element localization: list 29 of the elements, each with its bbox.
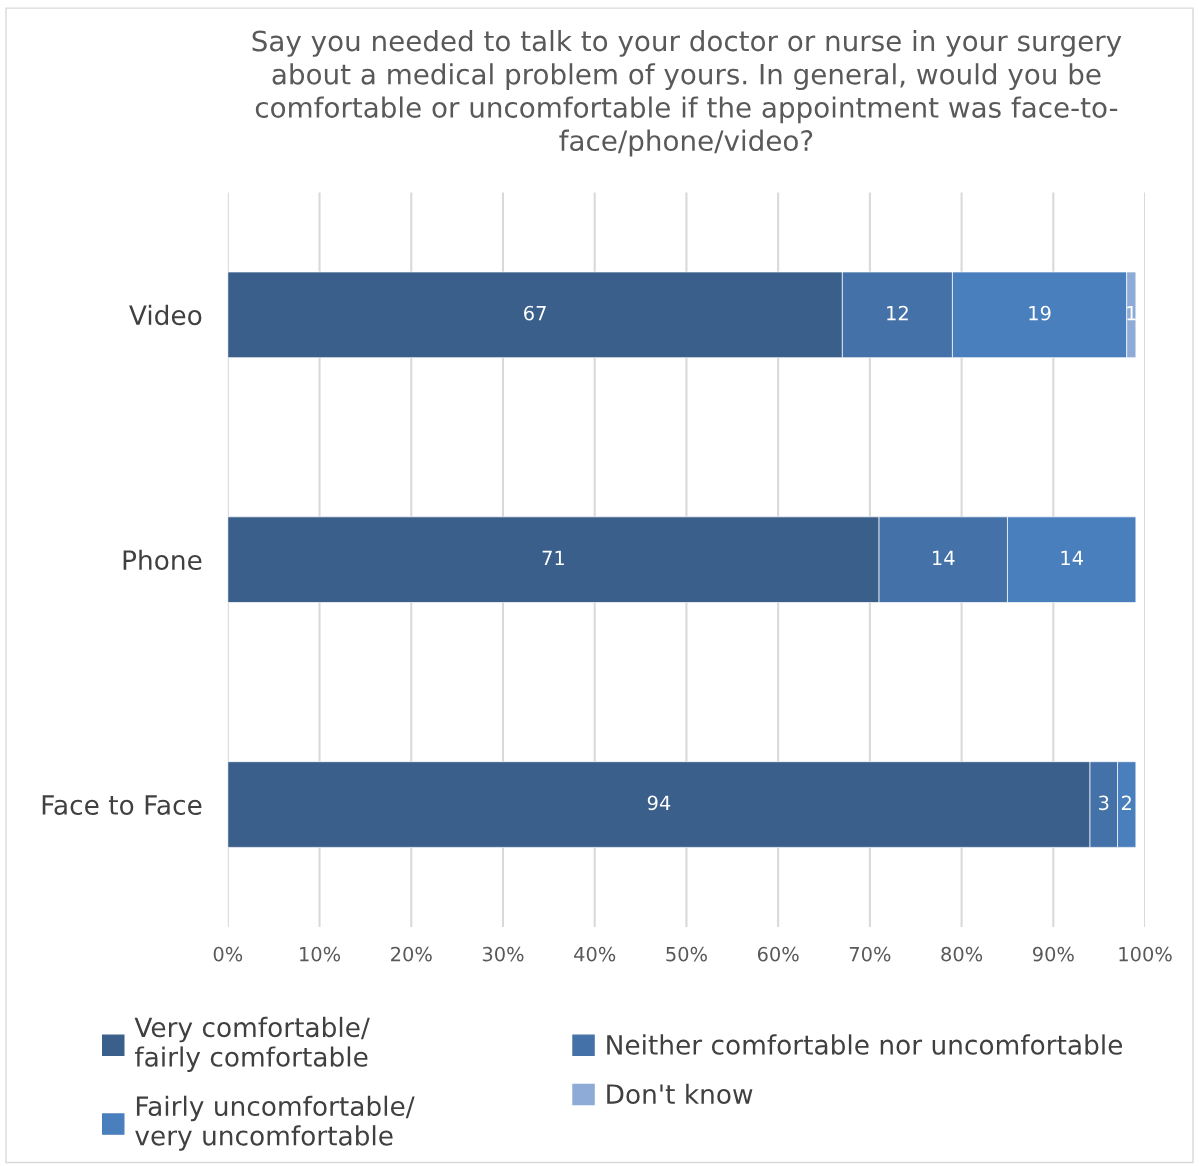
- y-tick-label: Face to Face: [42, 795, 202, 815]
- x-tick-label: 80%: [941, 946, 983, 962]
- data-label: 3: [1099, 795, 1109, 811]
- x-tick-label: 0%: [213, 946, 243, 962]
- x-tick-label: 100%: [1119, 946, 1172, 962]
- y-tick-label: Video: [129, 304, 202, 326]
- data-label: 12: [887, 305, 908, 321]
- data-label: 1: [1127, 306, 1136, 321]
- data-label: 71: [542, 550, 564, 566]
- data-label: 14: [1061, 550, 1083, 566]
- chart-title: Say you needed to talk to your doctor or nurse in your surgery about a medical problem of yours. In general, would you be comfortable or uncomfortable if the appointment was face-to- face/phone/video?: [252, 29, 1122, 157]
- legend-label: Very comfortable/ fairly comfortable: [134, 1016, 370, 1072]
- x-tick-label: 70%: [849, 946, 891, 962]
- x-tick-label: 40%: [574, 946, 616, 962]
- x-tick-label: 90%: [1032, 946, 1074, 962]
- x-tick-label: 30%: [482, 946, 524, 962]
- data-label: 14: [933, 550, 955, 566]
- data-label: 19: [1029, 305, 1051, 321]
- y-tick-label: Phone: [123, 549, 202, 571]
- data-label: 94: [647, 795, 671, 811]
- legend-label: Don't know: [607, 1083, 753, 1105]
- legend-label: Fairly uncomfortable/ very uncomfortable: [135, 1095, 415, 1151]
- x-tick-label: 10%: [300, 946, 341, 962]
- x-tick-label: 20%: [391, 946, 432, 962]
- x-tick-label: 50%: [666, 946, 707, 962]
- x-tick-label: 60%: [757, 946, 799, 962]
- legend-label: Neither comfortable nor uncomfortable: [607, 1034, 1122, 1055]
- data-label: 67: [524, 305, 546, 321]
- data-label: 2: [1121, 795, 1131, 810]
